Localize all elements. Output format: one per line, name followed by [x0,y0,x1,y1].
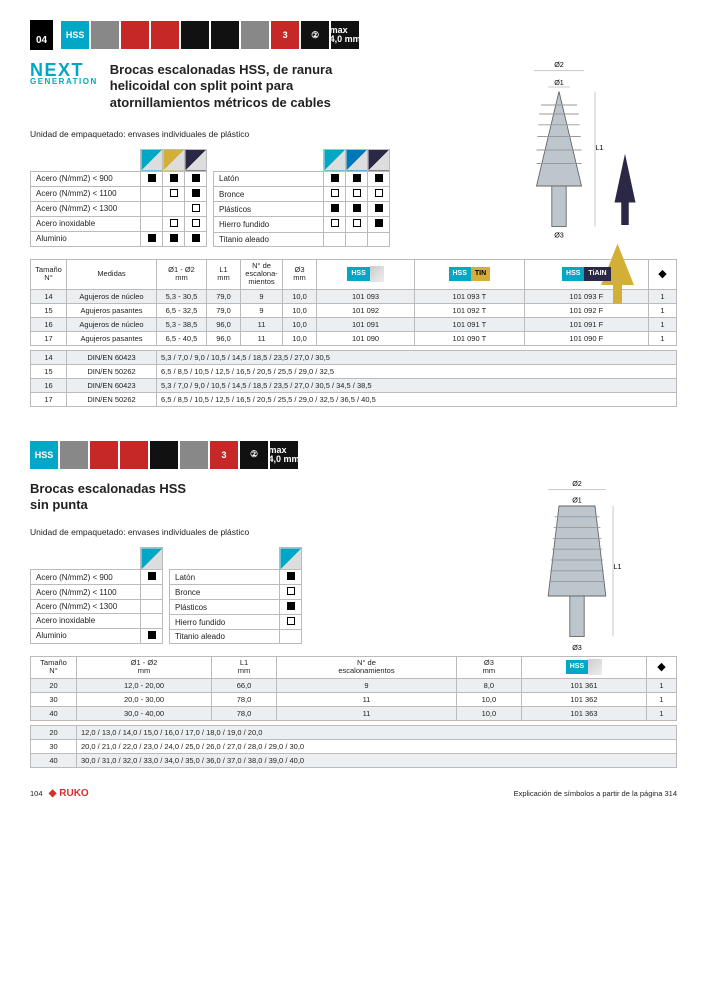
header-section-1: NEXTGENERATION Brocas escalonadas HSS, d… [30,62,467,111]
feature-icon [181,21,209,49]
title-2: Brocas escalonadas HSS sin punta [30,481,290,514]
spec-table-1b: 14DIN/EN 604235,3 / 7,0 / 9,0 / 10,5 / 1… [30,350,677,407]
next-gen-badge: NEXTGENERATION [30,62,98,111]
icon-row-2: HSS 3 ② max 4,0 mm [30,441,677,469]
spec-table-2b: 2012,0 / 13,0 / 14,0 / 15,0 / 16,0 / 17,… [30,725,677,768]
svg-text:Ø1: Ø1 [554,78,564,87]
step-drill-dark-icon [610,150,640,240]
material-tables-1: Acero (N/mm2) < 900Acero (N/mm2) < 1100A… [30,149,467,247]
feature-icon [60,441,88,469]
svg-text:Ø3: Ø3 [572,643,582,652]
material-table-left-2: Acero (N/mm2) < 900Acero (N/mm2) < 1100A… [30,547,163,644]
feature-icon [121,21,149,49]
feature-icon [151,21,179,49]
feature-icon [91,21,119,49]
feature-icon: ② [240,441,268,469]
feature-icon [90,441,118,469]
material-table-right: LatónBroncePlásticosHierro fundidoTitani… [213,149,390,247]
svg-text:Ø3: Ø3 [554,230,564,239]
svg-text:L1: L1 [596,143,604,152]
brand-logo: ◆ RUKO [49,788,89,799]
feature-icon [150,441,178,469]
hss-icon: HSS [30,441,58,469]
svg-text:Ø2: Ø2 [554,60,564,69]
svg-text:Ø1: Ø1 [572,495,582,504]
svg-text:L1: L1 [614,562,622,571]
page-number: 104 [30,789,43,798]
product-image-2: Ø2 Ø1 Ø3 L1 [477,479,677,639]
feature-icon [180,441,208,469]
step-drill-2-icon: Ø2 Ø1 Ø3 L1 [532,479,622,659]
product-image-1: Ø2 Ø1 Ø3 L1 [477,60,677,220]
title-1: Brocas escalonadas HSS, de ranura helico… [110,62,370,111]
material-tables-2: Acero (N/mm2) < 900Acero (N/mm2) < 1100A… [30,547,467,644]
material-table-left: Acero (N/mm2) < 900Acero (N/mm2) < 1100A… [30,149,207,247]
page-tab: 04 [30,20,53,50]
feature-icon [211,21,239,49]
feature-icon: 3 [271,21,299,49]
feature-icon: ② [301,21,329,49]
feature-icon [120,441,148,469]
footer: 104 ◆ RUKO Explicación de símbolos a par… [30,788,677,799]
feature-icon: 3 [210,441,238,469]
max-icon: max 4,0 mm [270,441,298,469]
spec-table-2: TamañoN°Ø1 - Ø2mmL1mmN° deescalonamiento… [30,656,677,721]
material-table-right-2: LatónBroncePlásticosHierro fundidoTitani… [169,547,302,644]
max-icon: max 4,0 mm [331,21,359,49]
icon-row-1: 04 HSS 3 ② max 4,0 mm [30,20,677,50]
footer-note: Explicación de símbolos a partir de la p… [514,789,677,798]
hss-icon: HSS [61,21,89,49]
feature-icon [241,21,269,49]
step-drill-icon: Ø2 Ø1 Ø3 L1 [514,60,604,240]
svg-text:Ø2: Ø2 [572,479,582,488]
